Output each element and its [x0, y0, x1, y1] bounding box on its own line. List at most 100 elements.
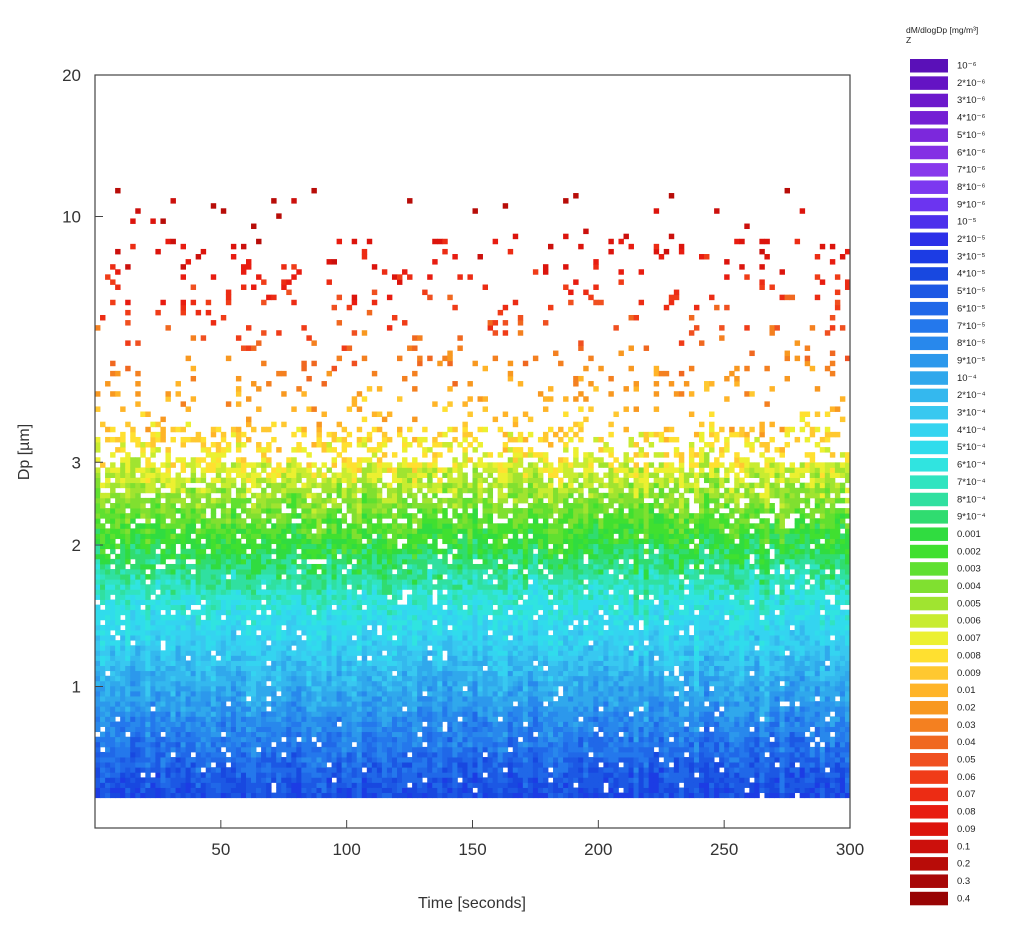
heatmap-cell [286, 762, 292, 768]
heatmap-cell [175, 579, 181, 585]
heatmap-cell [301, 762, 307, 768]
heatmap-cell [281, 660, 287, 666]
heatmap-cell [95, 538, 101, 545]
heatmap-cell [316, 767, 322, 773]
heatmap-cell [220, 508, 227, 514]
heatmap-cell [240, 746, 247, 753]
heatmap-cell [205, 528, 212, 534]
heatmap-cell [205, 533, 212, 539]
heatmap-cell [95, 447, 101, 453]
heatmap-cell [145, 660, 151, 666]
heatmap-cell [301, 431, 307, 438]
heatmap-cell [341, 467, 348, 473]
heatmap-cell [271, 198, 277, 204]
heatmap-cell [407, 711, 413, 717]
heatmap-cell [386, 558, 393, 565]
heatmap-cell [412, 584, 418, 590]
heatmap-cell [240, 345, 247, 351]
heatmap-cell [150, 792, 156, 799]
heatmap-cell [135, 655, 141, 661]
heatmap-cell [462, 701, 468, 707]
heatmap-cell [140, 787, 146, 794]
heatmap-cell [386, 513, 393, 519]
heatmap-cell [165, 497, 171, 504]
heatmap-cell [326, 701, 332, 707]
heatmap-cell [215, 645, 222, 651]
heatmap-cell [190, 513, 197, 519]
heatmap-cell [371, 553, 378, 560]
heatmap-cell [306, 741, 312, 748]
heatmap-cell [251, 726, 257, 733]
heatmap-cell [165, 777, 171, 783]
heatmap-cell [306, 731, 312, 738]
heatmap-cell [316, 660, 322, 666]
heatmap-cell [185, 640, 192, 646]
heatmap-cell [371, 762, 378, 768]
heatmap-cell [185, 477, 192, 484]
heatmap-cell [326, 431, 332, 438]
heatmap-cell [437, 528, 443, 534]
heatmap-cell [291, 508, 297, 514]
heatmap-cell [160, 680, 166, 687]
heatmap-cell [412, 594, 418, 600]
heatmap-cell [437, 604, 443, 611]
heatmap-cell [336, 762, 343, 768]
heatmap-cell [175, 736, 181, 743]
heatmap-cell [271, 599, 277, 606]
heatmap-cell [391, 502, 398, 509]
heatmap-cell [447, 680, 453, 687]
heatmap-cell [281, 487, 287, 494]
heatmap-cell [205, 757, 212, 763]
heatmap-cell [341, 574, 348, 580]
heatmap-cell [371, 716, 378, 722]
heatmap-cell [386, 635, 393, 641]
heatmap-cell [185, 645, 192, 651]
heatmap-cell [145, 691, 151, 697]
heatmap-cell [95, 604, 101, 611]
heatmap-cell [155, 543, 161, 550]
heatmap-cell [316, 757, 322, 763]
heatmap-cell [447, 477, 453, 484]
heatmap-cell [331, 792, 337, 799]
heatmap-cell [381, 706, 388, 712]
heatmap-cell [452, 558, 458, 565]
heatmap-cell [311, 406, 317, 412]
heatmap-cell [271, 492, 277, 499]
heatmap-cell [437, 609, 443, 616]
heatmap-cell [316, 513, 322, 519]
heatmap-cell [437, 655, 443, 661]
heatmap-cell [391, 716, 398, 722]
heatmap-cell [180, 640, 186, 646]
heatmap-cell [105, 772, 111, 778]
heatmap-cell [361, 254, 368, 260]
heatmap-cell [160, 772, 166, 778]
heatmap-cell [180, 696, 186, 702]
heatmap-cell [215, 751, 222, 758]
heatmap-cell [306, 640, 312, 646]
heatmap-cell [341, 701, 348, 707]
heatmap-cell [447, 518, 453, 524]
heatmap-cell [170, 630, 176, 636]
heatmap-cell [281, 665, 287, 672]
heatmap-cell [417, 553, 423, 560]
heatmap-cell [266, 614, 272, 621]
heatmap-cell [462, 543, 468, 550]
heatmap-cell [195, 492, 202, 499]
heatmap-cell [251, 284, 257, 290]
heatmap-cell [100, 574, 106, 580]
heatmap-cell [110, 518, 116, 524]
heatmap-cell [346, 726, 353, 733]
heatmap-cell [256, 574, 262, 580]
heatmap-cell [432, 518, 438, 524]
heatmap-cell [311, 584, 317, 590]
heatmap-cell [125, 264, 131, 270]
heatmap-cell [110, 782, 116, 788]
heatmap-cell [381, 619, 388, 626]
heatmap-cell [391, 721, 398, 727]
heatmap-cell [150, 553, 156, 560]
heatmap-cell [391, 757, 398, 763]
heatmap-cell [442, 731, 448, 738]
heatmap-cell [256, 721, 262, 727]
heatmap-cell [225, 614, 232, 621]
heatmap-cell [301, 569, 307, 575]
